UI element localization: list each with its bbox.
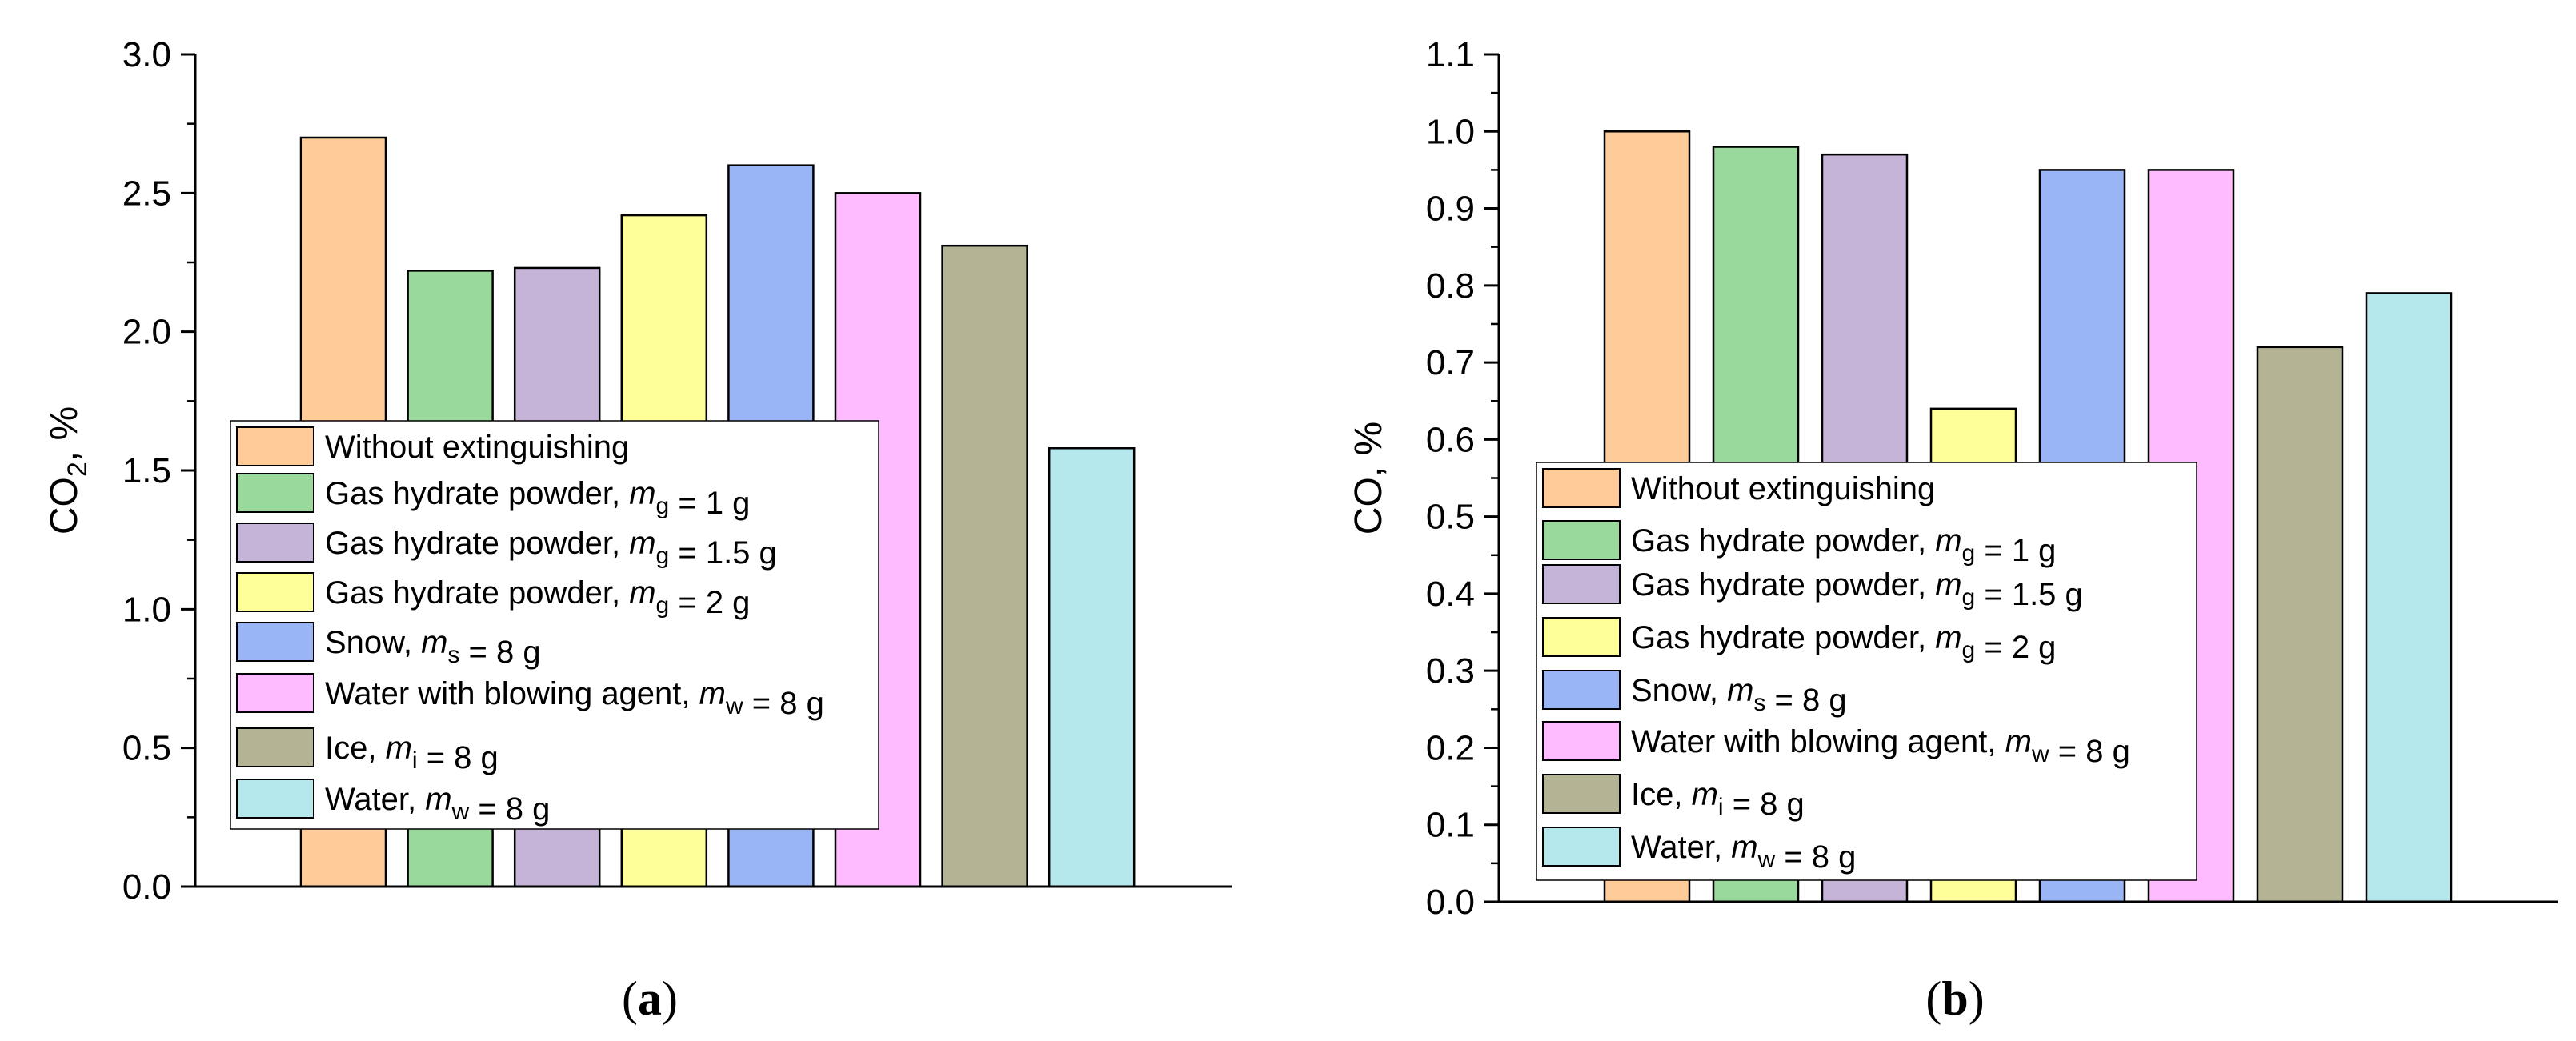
legend-swatch-b-2: [1542, 520, 1621, 560]
y-tick-label-b-0: 0.0: [1426, 883, 1475, 922]
legend-swatch-a-8: [236, 779, 314, 819]
y-tick-label-a-1: 0.5: [122, 729, 171, 768]
legend-swatch-a-6: [236, 673, 314, 713]
legend-label-a-3: Gas hydrate powder, mg = 1.5 g: [325, 526, 777, 571]
legend-swatch-a-7: [236, 727, 314, 767]
panel-label-b: (b): [1925, 972, 1984, 1025]
y-tick-label-b-10: 1.0: [1426, 112, 1475, 151]
bar-a-7: [941, 244, 1028, 888]
legend-label-a-7: Ice, mi = 8 g: [325, 731, 499, 775]
legend-label-b-3: Gas hydrate powder, mg = 1.5 g: [1631, 567, 2083, 612]
legend-label-b-1: Without extinguishing: [1631, 471, 1935, 506]
panel-b-co-chart: 0.0 0.1 0.2 0.3 0.4 0.5 0.6 0.7 0.8 0.9 1.0 1.1 CO, …: [1348, 35, 2558, 1025]
panel-label-a: (a): [622, 972, 678, 1025]
legend-swatch-a-3: [236, 523, 314, 563]
y-tick-label-a-4: 2.0: [122, 313, 171, 352]
y-tick-label-b-3: 0.3: [1426, 651, 1475, 691]
legend-label-a-5: Snow, ms = 8 g: [325, 625, 541, 670]
y-tick-label-b-5: 0.5: [1426, 498, 1475, 537]
bar-b-8: [2365, 292, 2453, 903]
legend-box-a: [230, 420, 879, 830]
y-tick-label-b-11: 1.1: [1426, 35, 1475, 74]
legend-swatch-b-5: [1542, 670, 1621, 710]
y-axis-title-b: CO, %: [1348, 422, 1390, 535]
legend-label-a-4: Gas hydrate powder, mg = 2 g: [325, 575, 750, 620]
bar-b-7: [2256, 346, 2344, 903]
legend-label-a-2: Gas hydrate powder, mg = 1 g: [325, 476, 750, 521]
legend-label-b-7: Ice, mi = 8 g: [1631, 777, 1805, 822]
legend-swatch-b-8: [1542, 827, 1621, 867]
legend-b: Without extinguishing Gas hydrate powder,…: [1536, 462, 2197, 881]
y-tick-label-a-5: 2.5: [122, 174, 171, 213]
panel-a-co2-chart: 0.0 0.5 1.0 1.5 2.0 2.5 3.0 CO2, % Without extin…: [43, 35, 1232, 1025]
y-axis-title-a: CO2, %: [43, 406, 93, 535]
y-tick-label-a-6: 3.0: [122, 35, 171, 74]
legend-swatch-a-2: [236, 473, 314, 513]
legend-label-b-2: Gas hydrate powder, mg = 1 g: [1631, 523, 2056, 568]
legend-label-b-8: Water, mw = 8 g: [1631, 830, 1856, 875]
legend-label-b-6: Water with blowing agent, mw = 8 g: [1631, 724, 2130, 769]
legend-swatch-b-1: [1542, 468, 1621, 508]
legend-swatch-a-4: [236, 572, 314, 612]
legend-swatch-a-1: [236, 426, 314, 466]
legend-box-b: [1536, 462, 2197, 881]
legend-label-a-1: Without extinguishing: [325, 430, 629, 465]
y-tick-label-b-8: 0.8: [1426, 266, 1475, 306]
legend-label-b-4: Gas hydrate powder, mg = 2 g: [1631, 620, 2056, 665]
y-tick-label-b-2: 0.2: [1426, 728, 1475, 767]
y-tick-label-b-7: 0.7: [1426, 343, 1475, 382]
legend-label-b-5: Snow, ms = 8 g: [1631, 673, 1847, 718]
legend-swatch-b-7: [1542, 774, 1621, 814]
legend-swatch-b-6: [1542, 721, 1621, 761]
y-tick-label-b-6: 0.6: [1426, 420, 1475, 459]
y-tick-label-a-3: 1.5: [122, 451, 171, 490]
y-tick-label-b-9: 0.9: [1426, 190, 1475, 229]
y-tick-label-a-2: 1.0: [122, 590, 171, 629]
legend-label-a-6: Water with blowing agent, mw = 8 g: [325, 676, 824, 721]
legend-a: Without extinguishing Gas hydrate powder,…: [230, 420, 879, 830]
legend-label-a-8: Water, mw = 8 g: [325, 782, 550, 827]
y-tick-label-b-1: 0.1: [1426, 806, 1475, 845]
legend-swatch-b-4: [1542, 617, 1621, 657]
legend-swatch-a-5: [236, 622, 314, 662]
y-tick-label-b-4: 0.4: [1426, 575, 1475, 614]
legend-swatch-b-3: [1542, 564, 1621, 604]
bar-a-8: [1048, 447, 1136, 888]
y-tick-label-a-0: 0.0: [122, 867, 171, 907]
